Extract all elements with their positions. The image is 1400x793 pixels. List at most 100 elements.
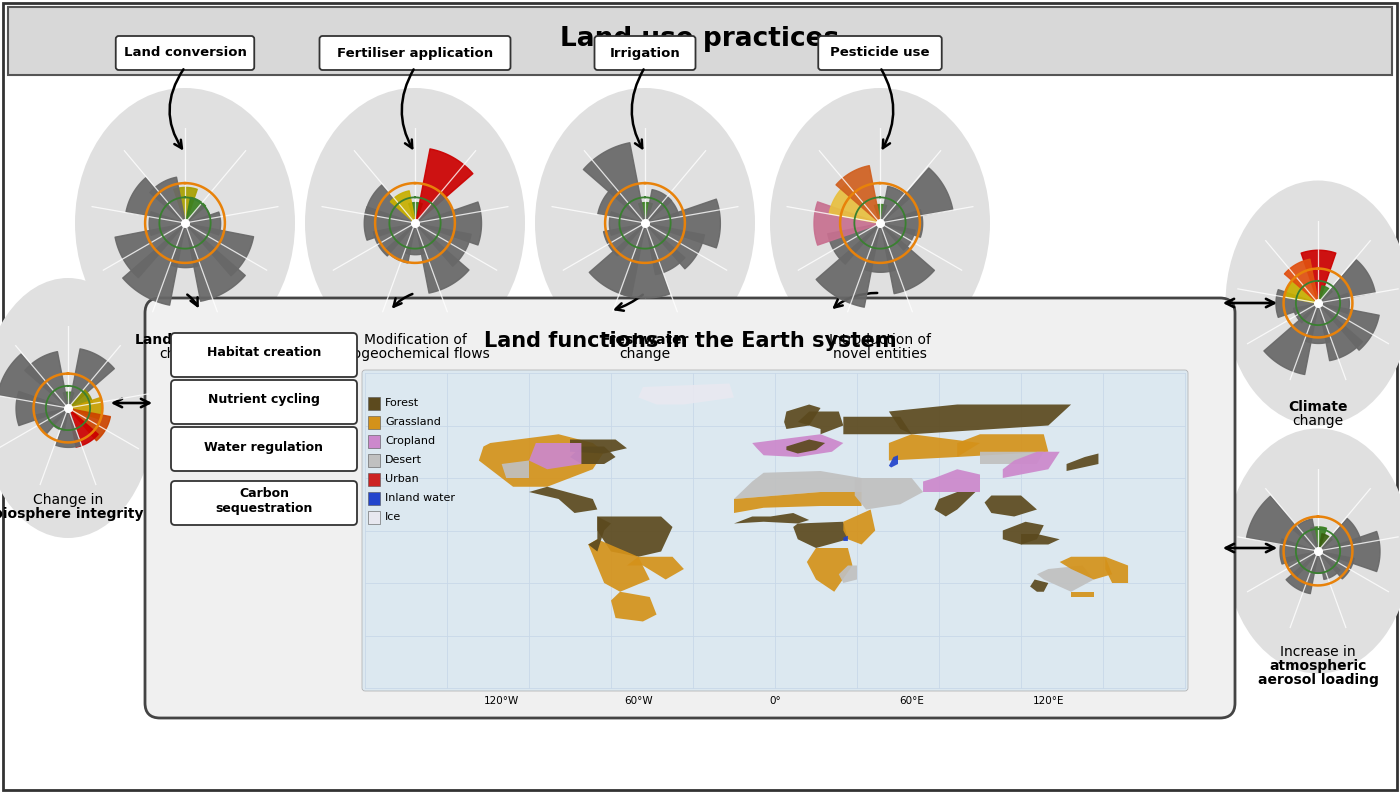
FancyBboxPatch shape [8, 7, 1392, 75]
Polygon shape [855, 478, 923, 509]
Text: Introduction of: Introduction of [829, 333, 931, 347]
Polygon shape [570, 439, 627, 454]
Text: Habitat creation: Habitat creation [207, 347, 321, 359]
Polygon shape [839, 565, 857, 583]
Polygon shape [806, 548, 853, 592]
Text: Land functions in the Earth system: Land functions in the Earth system [483, 331, 896, 351]
Text: Fertiliser application: Fertiliser application [337, 47, 493, 59]
Bar [368, 416, 379, 429]
Bar [368, 511, 379, 524]
Polygon shape [843, 536, 848, 541]
Polygon shape [794, 522, 848, 548]
Text: Ice: Ice [385, 512, 402, 522]
Polygon shape [1037, 565, 1093, 592]
Text: novel entities: novel entities [833, 347, 927, 361]
Bar [368, 454, 379, 467]
Ellipse shape [1225, 428, 1400, 673]
FancyBboxPatch shape [319, 36, 511, 70]
Polygon shape [598, 516, 672, 557]
Polygon shape [529, 443, 581, 469]
Text: Increase in: Increase in [1280, 645, 1355, 659]
Bar [368, 492, 379, 505]
Bar [368, 435, 379, 448]
Polygon shape [734, 513, 809, 523]
Polygon shape [610, 592, 657, 622]
Polygon shape [889, 435, 980, 461]
Text: aerosol loading: aerosol loading [1257, 673, 1379, 687]
Polygon shape [1067, 454, 1099, 471]
Point [174, 216, 196, 229]
Text: change: change [619, 347, 671, 361]
Text: Urban: Urban [385, 474, 419, 484]
FancyBboxPatch shape [363, 370, 1189, 691]
Text: Water regulation: Water regulation [204, 440, 323, 454]
Polygon shape [627, 557, 683, 580]
Polygon shape [1002, 522, 1044, 545]
Text: biogeochemical flows: biogeochemical flows [340, 347, 490, 361]
Bar [368, 397, 379, 410]
Ellipse shape [0, 278, 155, 538]
Ellipse shape [305, 88, 525, 358]
Polygon shape [1071, 592, 1093, 597]
Polygon shape [787, 439, 825, 454]
Text: 60°W: 60°W [624, 696, 652, 706]
FancyBboxPatch shape [146, 298, 1235, 718]
Text: 60°E: 60°E [899, 696, 924, 706]
Polygon shape [501, 461, 529, 478]
Text: Forest: Forest [385, 398, 419, 408]
Text: Land use practices: Land use practices [560, 26, 840, 52]
Text: Pesticide use: Pesticide use [830, 47, 930, 59]
Text: 120°E: 120°E [1033, 696, 1064, 706]
Polygon shape [843, 509, 875, 545]
Text: Grassland: Grassland [385, 417, 441, 427]
Text: Modification of: Modification of [364, 333, 466, 347]
Polygon shape [889, 404, 1071, 435]
FancyBboxPatch shape [171, 481, 357, 525]
Point [634, 216, 657, 229]
Polygon shape [588, 516, 610, 551]
Point [403, 216, 426, 229]
Text: change: change [160, 347, 210, 361]
Polygon shape [479, 435, 605, 487]
Text: Inland water: Inland water [385, 493, 455, 503]
FancyBboxPatch shape [595, 36, 696, 70]
Text: Irrigation: Irrigation [609, 47, 680, 59]
FancyBboxPatch shape [171, 380, 357, 424]
FancyBboxPatch shape [3, 3, 1397, 790]
Polygon shape [1021, 534, 1060, 545]
Polygon shape [588, 539, 650, 592]
Text: Land conversion: Land conversion [123, 47, 246, 59]
Polygon shape [734, 471, 861, 499]
Bar [368, 473, 379, 486]
Polygon shape [843, 417, 911, 435]
Text: Carbon
sequestration: Carbon sequestration [216, 487, 312, 515]
Text: atmospheric: atmospheric [1270, 659, 1366, 673]
Text: Land-system: Land-system [134, 333, 235, 347]
Text: 0°: 0° [769, 696, 781, 706]
Polygon shape [889, 455, 897, 468]
Ellipse shape [770, 88, 990, 358]
FancyBboxPatch shape [171, 333, 357, 377]
Polygon shape [734, 492, 861, 513]
Text: change: change [1292, 414, 1344, 428]
Ellipse shape [1225, 181, 1400, 426]
Text: biosphere integrity: biosphere integrity [0, 507, 143, 521]
Polygon shape [1060, 557, 1112, 580]
Polygon shape [798, 412, 843, 435]
Polygon shape [958, 435, 1049, 457]
Text: Nutrient cycling: Nutrient cycling [209, 393, 321, 407]
Polygon shape [934, 492, 976, 516]
Polygon shape [570, 446, 616, 464]
Text: 120°W: 120°W [484, 696, 519, 706]
Text: Desert: Desert [385, 455, 421, 465]
Polygon shape [1105, 557, 1128, 583]
Ellipse shape [535, 88, 755, 358]
FancyBboxPatch shape [116, 36, 255, 70]
Point [57, 402, 80, 415]
Text: Climate: Climate [1288, 400, 1348, 414]
Polygon shape [1002, 452, 1060, 478]
Polygon shape [638, 384, 734, 404]
Polygon shape [752, 435, 843, 457]
Point [1306, 545, 1329, 557]
Ellipse shape [76, 88, 295, 358]
